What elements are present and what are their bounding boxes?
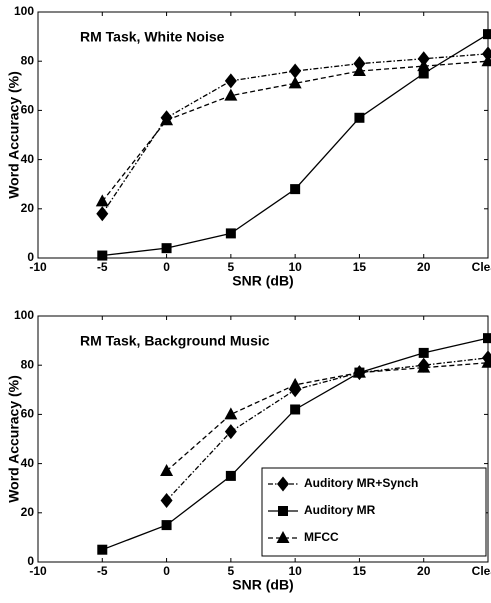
marker-triangle <box>352 64 366 77</box>
x-tick-label: -5 <box>97 260 108 274</box>
marker-square <box>97 250 108 261</box>
marker-square <box>418 347 429 358</box>
marker-triangle <box>417 360 431 373</box>
marker-square <box>290 404 301 415</box>
y-tick-label: 20 <box>21 505 35 519</box>
y-axis-label: Word Accuracy (%) <box>6 375 22 503</box>
marker-diamond <box>224 424 237 440</box>
chart-title: RM Task, White Noise <box>80 29 225 45</box>
x-tick-label: 15 <box>353 564 367 578</box>
chart-title: RM Task, Background Music <box>80 333 270 349</box>
x-tick-label: -10 <box>29 564 47 578</box>
x-tick-label: 0 <box>163 260 170 274</box>
y-tick-label: 0 <box>27 554 34 568</box>
marker-triangle <box>288 377 302 390</box>
x-tick-label: 0 <box>163 564 170 578</box>
plot-frame <box>37 11 489 259</box>
marker-square <box>483 29 491 40</box>
x-tick-label: 5 <box>228 564 235 578</box>
marker-diamond <box>224 73 237 89</box>
series-line <box>166 357 489 501</box>
series-line <box>166 362 489 472</box>
marker-triangle <box>160 113 174 126</box>
marker-square <box>225 470 236 481</box>
y-tick-label: 80 <box>21 357 35 371</box>
marker-square <box>161 520 172 531</box>
x-tick-label: -5 <box>97 564 108 578</box>
x-tick-label: 20 <box>417 564 431 578</box>
marker-diamond <box>353 56 366 72</box>
marker-square <box>97 544 108 555</box>
marker-triangle <box>481 355 491 368</box>
x-tick-label: 10 <box>288 260 302 274</box>
marker-diamond <box>277 476 289 492</box>
marker-triangle <box>224 407 238 420</box>
marker-square <box>278 506 288 516</box>
legend-label: MFCC <box>304 530 339 544</box>
y-tick-label: 20 <box>21 201 35 215</box>
marker-diamond <box>289 63 302 79</box>
x-tick-label: 10 <box>288 564 302 578</box>
marker-diamond <box>417 51 430 67</box>
y-tick-label: 60 <box>21 103 35 117</box>
x-tick-label: Clean <box>472 564 491 578</box>
x-axis-label: SNR (dB) <box>232 577 293 593</box>
marker-triangle <box>417 59 431 72</box>
plot-frame <box>37 315 489 563</box>
marker-triangle <box>276 531 290 543</box>
marker-triangle <box>160 463 174 476</box>
y-tick-label: 0 <box>27 250 34 264</box>
y-tick-label: 100 <box>14 4 34 18</box>
legend-box <box>261 467 487 557</box>
y-tick-label: 80 <box>21 53 35 67</box>
x-tick-label: -10 <box>29 260 47 274</box>
marker-square <box>483 333 491 344</box>
marker-triangle <box>288 76 302 89</box>
marker-diamond <box>160 493 173 508</box>
y-tick-label: 100 <box>14 308 34 322</box>
x-tick-label: 5 <box>228 260 235 274</box>
marker-square <box>354 112 365 123</box>
y-tick-label: 40 <box>21 152 35 166</box>
x-axis-label: SNR (dB) <box>232 273 293 289</box>
marker-triangle <box>95 194 109 207</box>
x-tick-label: 15 <box>353 260 367 274</box>
marker-triangle <box>224 88 238 101</box>
marker-diamond <box>96 206 109 222</box>
marker-triangle <box>481 54 491 67</box>
y-tick-label: 40 <box>21 456 35 470</box>
y-tick-label: 60 <box>21 407 35 421</box>
marker-square <box>161 243 172 254</box>
marker-triangle <box>352 365 366 378</box>
x-tick-label: Clean <box>472 260 491 274</box>
legend-label: Auditory MR <box>304 503 376 517</box>
y-axis-label: Word Accuracy (%) <box>6 71 22 199</box>
x-tick-label: 20 <box>417 260 431 274</box>
legend-label: Auditory MR+Synch <box>304 476 418 490</box>
marker-square <box>290 184 301 195</box>
marker-square <box>225 228 236 239</box>
